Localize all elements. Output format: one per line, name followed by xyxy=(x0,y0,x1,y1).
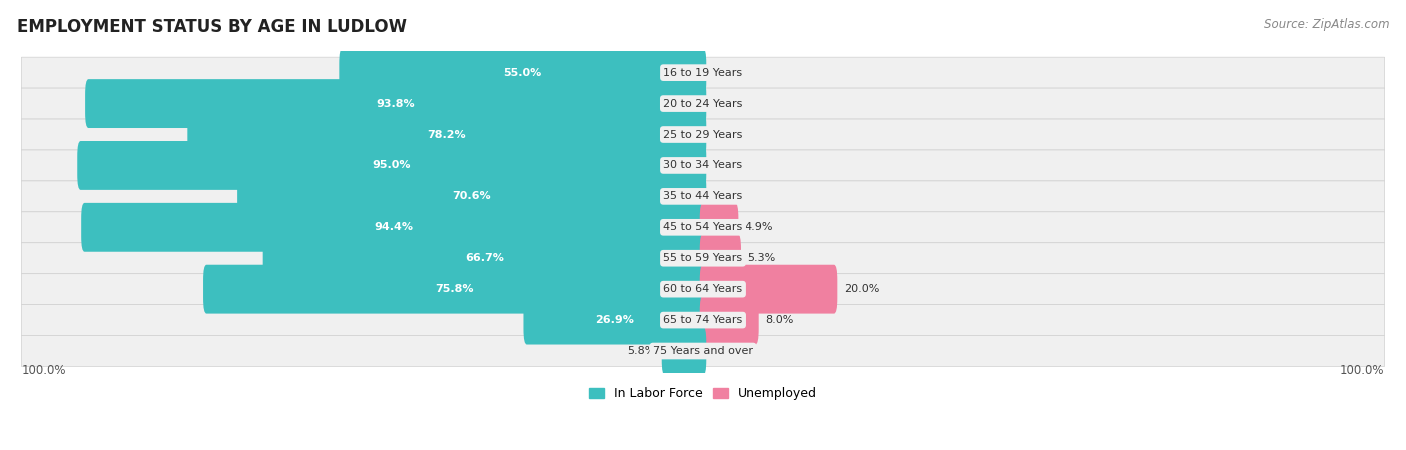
Text: 26.9%: 26.9% xyxy=(595,315,634,325)
FancyBboxPatch shape xyxy=(700,234,741,283)
FancyBboxPatch shape xyxy=(263,234,706,283)
FancyBboxPatch shape xyxy=(21,305,1385,336)
Text: 0.0%: 0.0% xyxy=(713,68,741,78)
FancyBboxPatch shape xyxy=(339,48,706,97)
FancyBboxPatch shape xyxy=(202,265,706,314)
Text: 0.0%: 0.0% xyxy=(713,346,741,356)
Text: 75 Years and over: 75 Years and over xyxy=(652,346,754,356)
FancyBboxPatch shape xyxy=(21,243,1385,274)
Text: 78.2%: 78.2% xyxy=(427,130,467,140)
Text: 45 to 54 Years: 45 to 54 Years xyxy=(664,222,742,232)
Text: 0.0%: 0.0% xyxy=(713,161,741,171)
Text: 8.0%: 8.0% xyxy=(765,315,793,325)
Text: 20 to 24 Years: 20 to 24 Years xyxy=(664,99,742,108)
Text: 55.0%: 55.0% xyxy=(503,68,541,78)
Text: 60 to 64 Years: 60 to 64 Years xyxy=(664,284,742,294)
FancyBboxPatch shape xyxy=(21,181,1385,212)
FancyBboxPatch shape xyxy=(21,150,1385,181)
FancyBboxPatch shape xyxy=(21,57,1385,88)
Text: 75.8%: 75.8% xyxy=(436,284,474,294)
Text: 94.4%: 94.4% xyxy=(374,222,413,232)
FancyBboxPatch shape xyxy=(700,203,738,252)
Legend: In Labor Force, Unemployed: In Labor Force, Unemployed xyxy=(583,382,823,405)
Text: 0.0%: 0.0% xyxy=(713,99,741,108)
FancyBboxPatch shape xyxy=(700,296,759,345)
Text: 5.3%: 5.3% xyxy=(748,253,776,263)
Text: 100.0%: 100.0% xyxy=(1340,364,1385,377)
Text: 5.8%: 5.8% xyxy=(627,346,655,356)
Text: 35 to 44 Years: 35 to 44 Years xyxy=(664,191,742,201)
Text: EMPLOYMENT STATUS BY AGE IN LUDLOW: EMPLOYMENT STATUS BY AGE IN LUDLOW xyxy=(17,18,406,36)
Text: 70.6%: 70.6% xyxy=(453,191,491,201)
FancyBboxPatch shape xyxy=(187,110,706,159)
Text: 95.0%: 95.0% xyxy=(373,161,411,171)
Text: 66.7%: 66.7% xyxy=(465,253,503,263)
Text: 16 to 19 Years: 16 to 19 Years xyxy=(664,68,742,78)
Text: 93.8%: 93.8% xyxy=(377,99,415,108)
FancyBboxPatch shape xyxy=(21,336,1385,366)
Text: 20.0%: 20.0% xyxy=(844,284,879,294)
FancyBboxPatch shape xyxy=(86,79,706,128)
Text: 0.0%: 0.0% xyxy=(713,130,741,140)
Text: 55 to 59 Years: 55 to 59 Years xyxy=(664,253,742,263)
FancyBboxPatch shape xyxy=(662,327,706,375)
Text: Source: ZipAtlas.com: Source: ZipAtlas.com xyxy=(1264,18,1389,31)
Text: 25 to 29 Years: 25 to 29 Years xyxy=(664,130,742,140)
FancyBboxPatch shape xyxy=(21,119,1385,150)
Text: 4.9%: 4.9% xyxy=(745,222,773,232)
FancyBboxPatch shape xyxy=(77,141,706,190)
FancyBboxPatch shape xyxy=(238,172,706,221)
Text: 30 to 34 Years: 30 to 34 Years xyxy=(664,161,742,171)
FancyBboxPatch shape xyxy=(21,88,1385,119)
Text: 0.0%: 0.0% xyxy=(713,191,741,201)
FancyBboxPatch shape xyxy=(700,265,838,314)
FancyBboxPatch shape xyxy=(21,274,1385,305)
FancyBboxPatch shape xyxy=(82,203,706,252)
FancyBboxPatch shape xyxy=(523,296,706,345)
Text: 100.0%: 100.0% xyxy=(21,364,66,377)
FancyBboxPatch shape xyxy=(21,212,1385,243)
Text: 65 to 74 Years: 65 to 74 Years xyxy=(664,315,742,325)
